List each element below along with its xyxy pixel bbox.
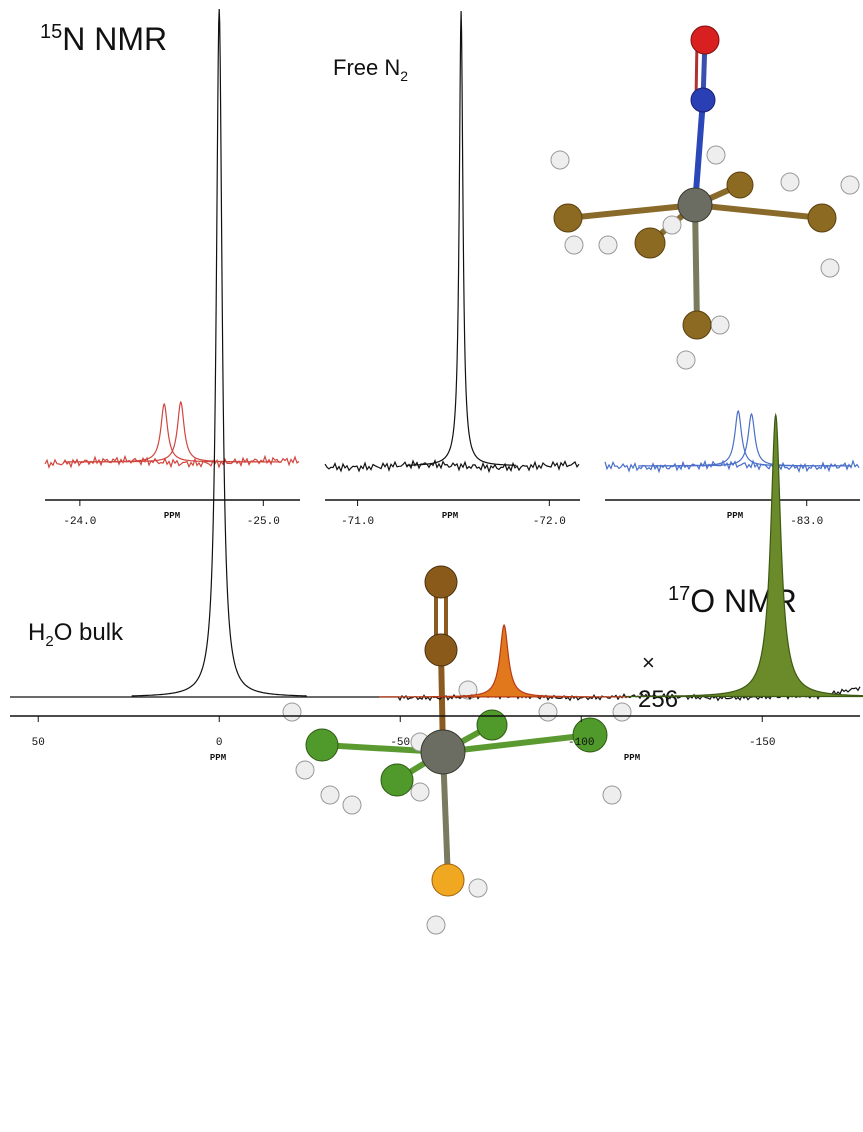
free-n2-label: Free N2	[333, 55, 408, 84]
x-tick-label: -100	[568, 737, 594, 749]
spectrum-peak	[64, 404, 264, 462]
figure: 15N NMR Free N2 H2O bulk 17O NMR × 256 -…	[0, 0, 863, 1132]
spectrum-peak	[626, 415, 863, 697]
x-tick-label: 0	[216, 737, 223, 749]
spectrum-peak	[652, 414, 852, 466]
scale-factor: 256	[638, 686, 678, 713]
x-tick-label: -72.0	[533, 516, 566, 528]
spectrum-peak	[81, 402, 281, 462]
x-axis-label: PPM	[442, 511, 458, 521]
x-tick-label: -83.0	[790, 516, 823, 528]
x-axis-label: PPM	[624, 753, 640, 763]
x-axis-label: PPM	[164, 511, 180, 521]
spectrum-peak	[638, 411, 838, 466]
spectrum-peak	[406, 11, 516, 465]
n15-title: 15N NMR	[40, 21, 167, 57]
spectrum-peak	[132, 9, 307, 696]
x-tick-label: -150	[749, 737, 775, 749]
scale-symbol: ×	[642, 650, 655, 675]
molecule-n2	[551, 26, 859, 369]
x-tick-label: -24.0	[63, 516, 96, 528]
x-tick-label: -71.0	[341, 516, 374, 528]
x-tick-label: 50	[32, 737, 45, 749]
spectrum-peak	[379, 625, 629, 697]
h2o-label: H2O bulk	[28, 619, 124, 650]
x-axis-label: PPM	[727, 511, 743, 521]
x-tick-label: -50	[390, 737, 410, 749]
x-tick-label: -25.0	[247, 516, 280, 528]
spectrum-baseline	[325, 461, 579, 472]
molecule-o2	[283, 566, 631, 934]
x-axis-label: PPM	[210, 753, 226, 763]
